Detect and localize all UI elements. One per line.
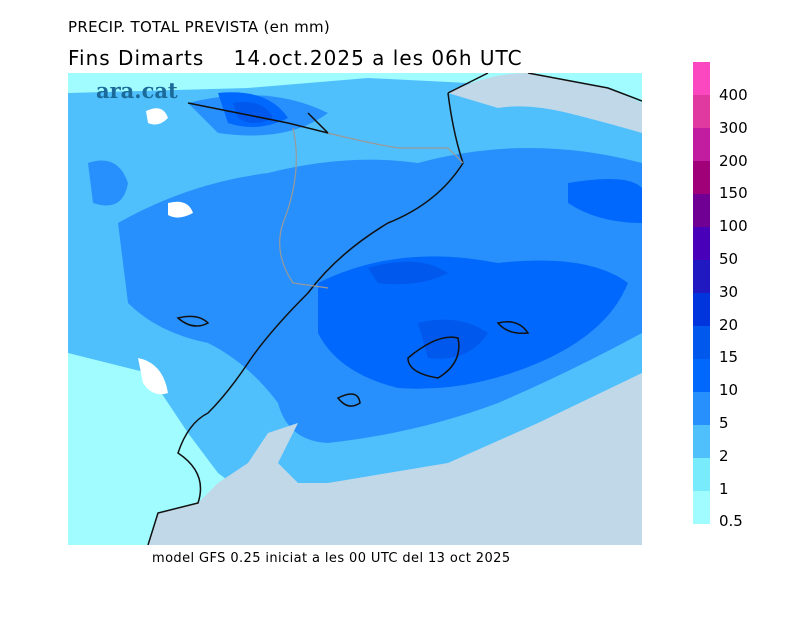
legend-swatch [693, 425, 710, 458]
map-title: PRECIP. TOTAL PREVISTA (en mm) [68, 18, 331, 36]
legend-swatch [693, 194, 710, 227]
legend-label: 15 [719, 348, 739, 367]
legend-swatch [693, 161, 710, 194]
legend-swatch [693, 491, 710, 524]
aracat-logo: ara.cat [96, 78, 178, 103]
borders [279, 127, 464, 289]
legend-swatch [693, 128, 710, 161]
coastlines [147, 73, 642, 545]
legend-swatch [693, 392, 710, 425]
legend-label: 0.5 [719, 512, 743, 531]
legend-swatch [693, 359, 710, 392]
map-subtitle: Fins Dimarts 14.oct.2025 a les 06h UTC [68, 46, 523, 70]
legend-label: 20 [719, 315, 739, 334]
precipitation-map [68, 73, 642, 545]
legend-label: 100 [719, 217, 748, 236]
legend-label: 1 [719, 479, 729, 498]
legend-swatch [693, 326, 710, 359]
legend-label: 10 [719, 381, 739, 400]
legend-swatch [693, 293, 710, 326]
legend-swatch [693, 95, 710, 128]
legend-swatch [693, 62, 710, 95]
precip-none-areas [138, 108, 193, 395]
legend-swatch [693, 260, 710, 293]
legend-label: 50 [719, 250, 739, 268]
legend-label: 30 [719, 282, 739, 301]
legend-label: 150 [719, 184, 748, 203]
color-legend [693, 62, 710, 524]
land-no-precip [148, 73, 642, 545]
legend-swatch [693, 458, 710, 491]
legend-label: 400 [719, 86, 748, 104]
legend-label: 5 [719, 414, 729, 432]
model-footer: model GFS 0.25 iniciat a les 00 UTC del … [152, 551, 511, 566]
legend-label: 300 [719, 118, 748, 137]
legend-swatch [693, 227, 710, 260]
legend-label: 2 [719, 446, 729, 465]
legend-label: 200 [719, 151, 748, 170]
